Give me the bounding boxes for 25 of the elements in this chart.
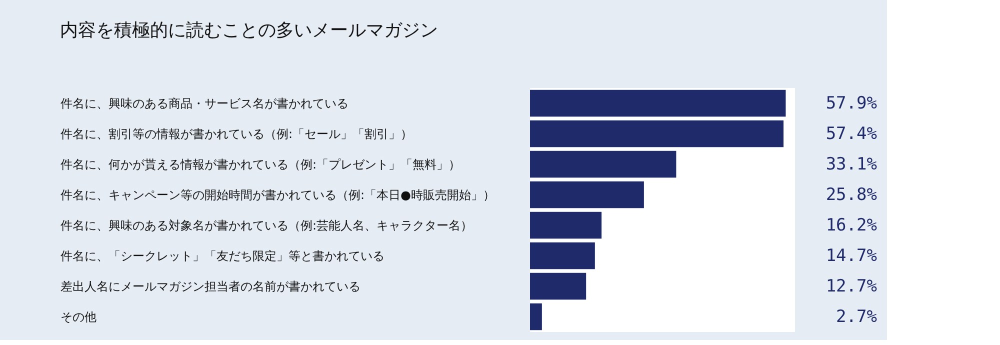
data-label: 57.4% xyxy=(826,124,877,144)
y-tick-label: 件名に、何かが貰える情報が書かれている（例:「プレゼント」「無料」） xyxy=(60,157,461,172)
data-label: 14.7% xyxy=(826,246,877,266)
bar xyxy=(530,242,595,270)
data-label: 2.7% xyxy=(836,306,877,327)
data-label: 16.2% xyxy=(826,215,877,236)
y-tick-label: 件名に、割引等の情報が書かれている（例:「セール」「割引」） xyxy=(60,126,413,141)
y-tick-label: 件名に、興味のある対象名が書かれている（例:芸能人名、キャラクター名） xyxy=(60,218,473,232)
y-tick-label: 件名に、キャンペーン等の開始時間が書かれている（例:「本日●時販売開始」） xyxy=(60,188,496,202)
bar xyxy=(530,120,784,148)
bar xyxy=(530,212,602,239)
bar xyxy=(530,272,586,300)
data-label: 57.9% xyxy=(826,93,877,114)
y-tick-label: 件名に、「シークレット」「友だち限定」等と書かれている xyxy=(60,248,384,263)
data-label: 33.1% xyxy=(826,154,877,174)
y-tick-label: 差出人名にメールマガジン担当者の名前が書かれている xyxy=(60,279,360,294)
bar xyxy=(530,90,786,117)
bar xyxy=(530,181,644,208)
data-label: 25.8% xyxy=(826,184,877,205)
text: 内容を積極的に読むことの多いメールマガジン xyxy=(60,20,438,41)
y-tick-label: 件名に、興味のある商品・サービス名が書かれている xyxy=(60,96,348,110)
bar xyxy=(530,303,542,330)
y-tick-label: その他 xyxy=(60,310,96,324)
data-label: 12.7% xyxy=(826,276,877,296)
bar xyxy=(530,150,676,178)
